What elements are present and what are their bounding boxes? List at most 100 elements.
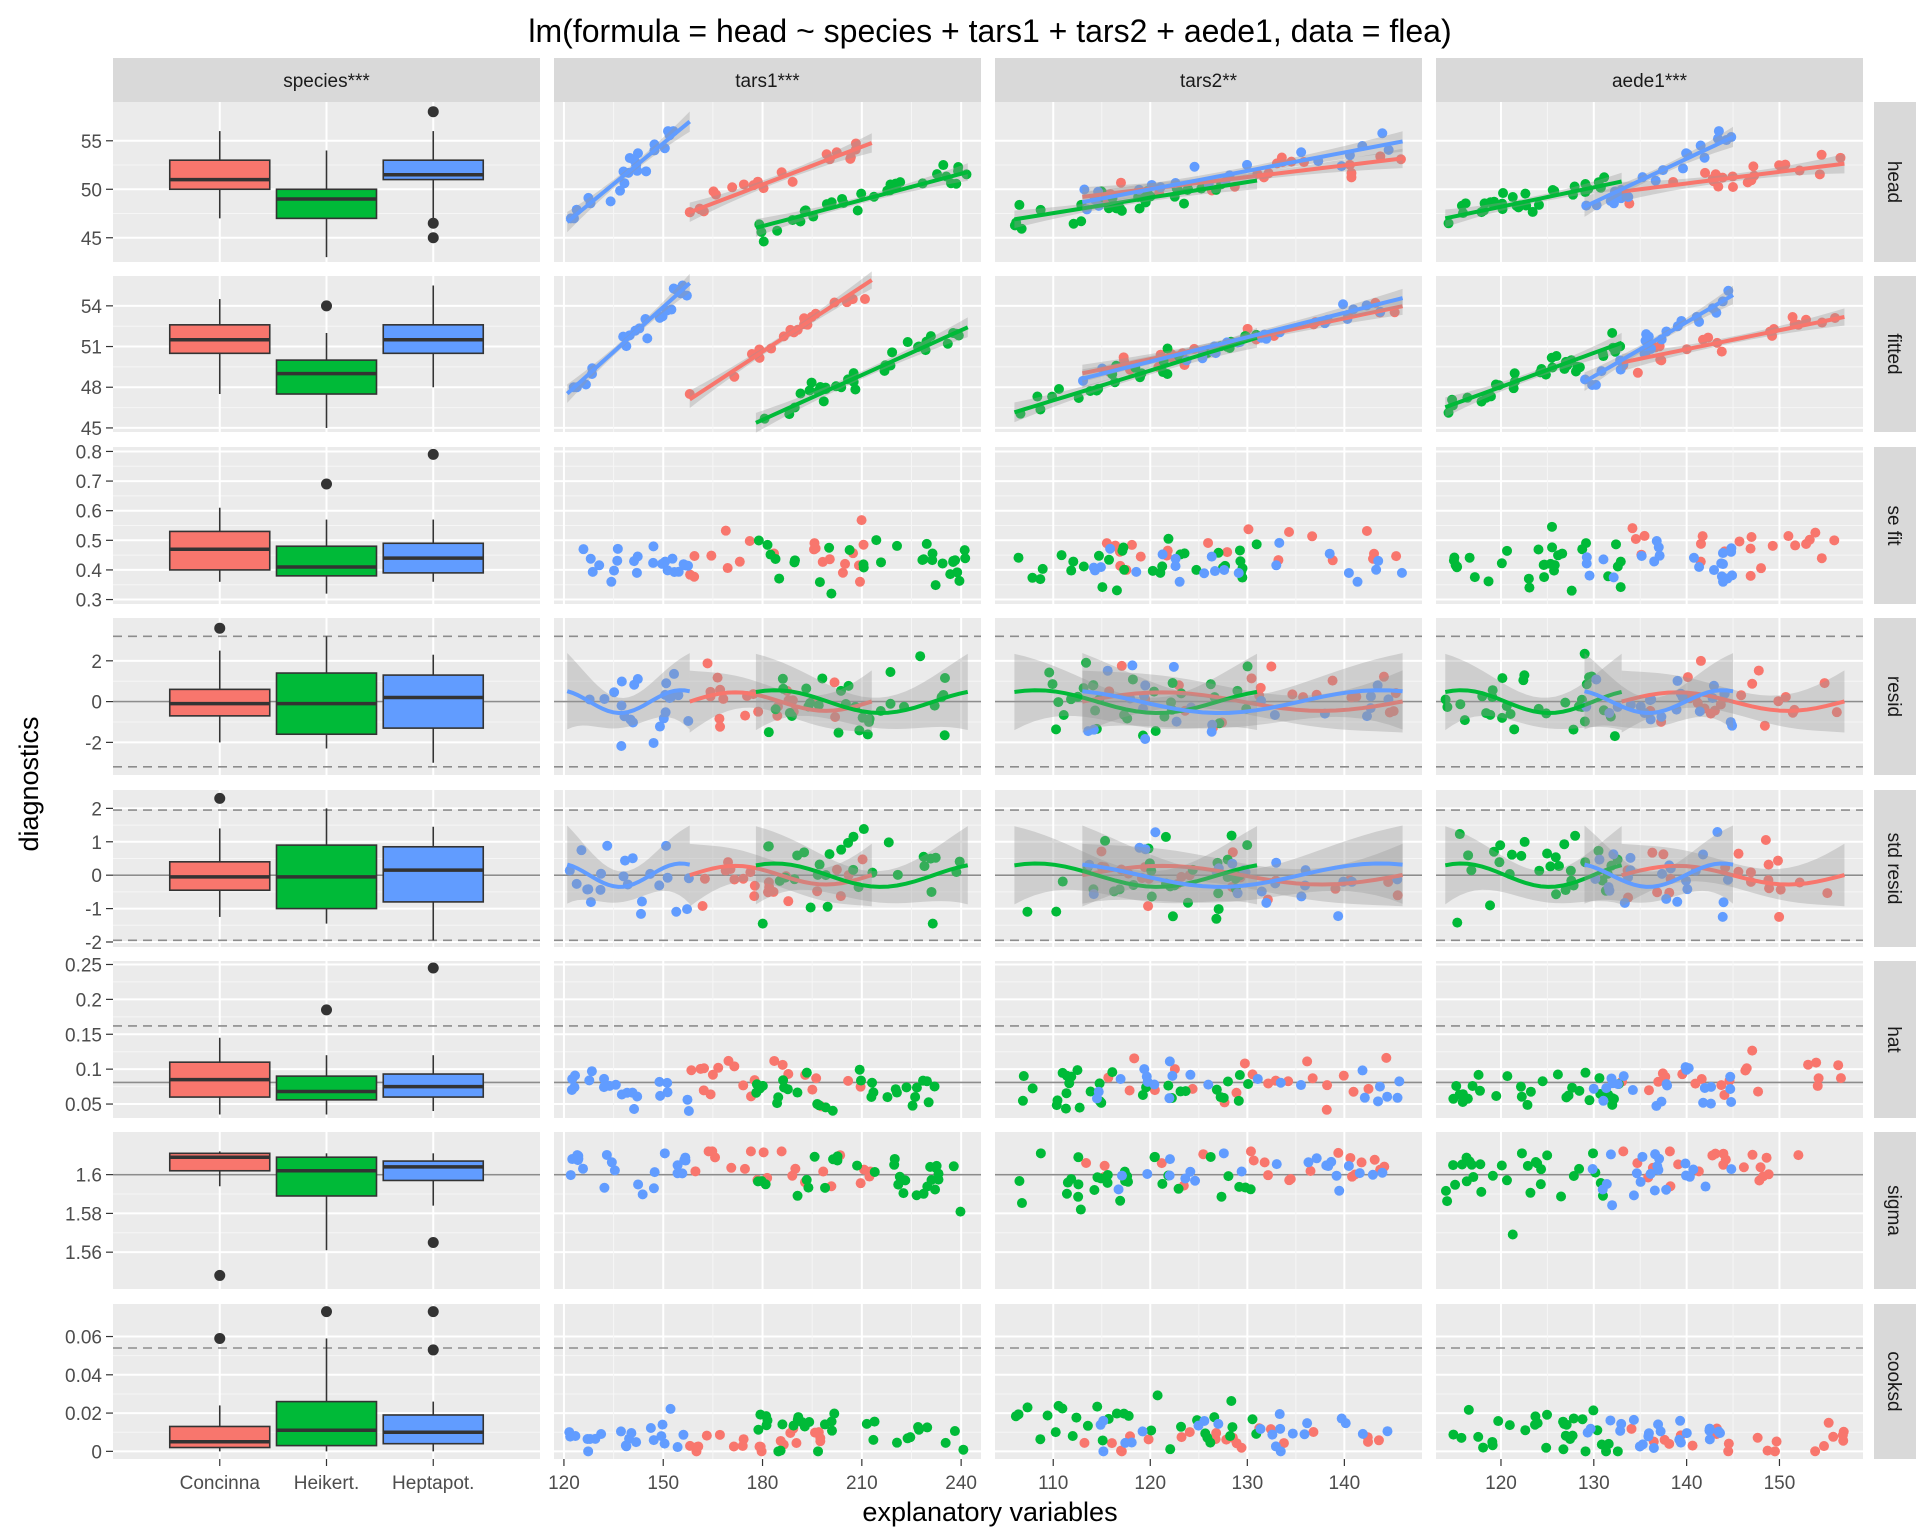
data-point: [1628, 1190, 1639, 1201]
data-point: [1091, 1093, 1102, 1104]
data-point: [615, 1426, 626, 1437]
data-point: [1271, 857, 1282, 868]
data-point: [689, 550, 700, 561]
data-point: [1608, 849, 1619, 860]
data-point: [1097, 1435, 1108, 1446]
y-tick-label: 0.7: [76, 472, 102, 493]
boxplot-outlier: [321, 300, 332, 312]
data-point: [927, 555, 938, 566]
data-point: [1748, 161, 1759, 172]
data-point: [954, 575, 965, 586]
data-point: [1081, 657, 1092, 668]
data-point: [1113, 1184, 1124, 1195]
data-point: [1497, 673, 1508, 684]
strip-tars1: [554, 58, 981, 102]
data-point: [1593, 845, 1604, 856]
boxplot-outlier: [427, 217, 439, 229]
x-tick-label: 150: [1764, 1473, 1796, 1494]
data-point: [1245, 1184, 1256, 1195]
strip-label: tars1***: [735, 71, 800, 92]
data-point: [1203, 1079, 1214, 1090]
data-point: [1699, 152, 1710, 163]
y-tick-label: -2: [85, 933, 102, 954]
panel-se-fit-species: [113, 447, 540, 604]
data-point: [1764, 883, 1775, 894]
data-point: [954, 856, 965, 867]
data-point: [869, 1416, 880, 1427]
data-point: [826, 1416, 837, 1427]
data-point: [795, 388, 806, 399]
data-point: [1652, 887, 1663, 898]
data-point: [797, 1417, 808, 1428]
data-point: [1616, 1418, 1627, 1429]
panel-head-tars1: [554, 102, 981, 262]
data-point: [1695, 655, 1706, 666]
panel-fitted-tars2: [995, 276, 1422, 432]
data-point: [1068, 218, 1079, 229]
data-point: [1017, 1095, 1028, 1106]
strip-std-resid: [1874, 790, 1916, 947]
data-point: [714, 713, 725, 724]
data-point: [1302, 1418, 1313, 1429]
data-point: [1539, 572, 1550, 583]
data-point: [1567, 1430, 1578, 1441]
data-point: [843, 680, 854, 691]
data-point: [620, 855, 631, 866]
x-tick-label: 120: [548, 1473, 580, 1494]
data-point: [1170, 553, 1181, 564]
data-point: [1226, 830, 1237, 841]
data-point: [1657, 868, 1668, 879]
data-point: [769, 1055, 780, 1066]
data-point: [1234, 1181, 1245, 1192]
data-point: [1361, 525, 1372, 536]
data-point: [1199, 1415, 1210, 1426]
smooth-line: [1082, 861, 1403, 889]
data-point: [1653, 1076, 1664, 1087]
data-point: [1372, 680, 1383, 691]
data-point: [1255, 1423, 1266, 1434]
data-point: [1174, 576, 1185, 587]
data-point: [787, 1170, 798, 1181]
data-point: [1725, 1084, 1736, 1095]
data-point: [599, 1073, 610, 1084]
data-point: [811, 1073, 822, 1084]
y-tick-label: 54: [81, 297, 103, 318]
data-point: [1073, 1152, 1084, 1163]
data-point: [1296, 147, 1307, 158]
data-point: [1072, 1065, 1083, 1076]
y-tick-label: -2: [85, 733, 102, 754]
smooth-ci-band: [1584, 825, 1734, 904]
data-point: [1296, 891, 1307, 902]
data-point: [1681, 1428, 1692, 1439]
y-tick-label: 0: [91, 693, 102, 714]
data-point: [1146, 891, 1157, 902]
data-point: [1712, 827, 1723, 838]
data-point: [1657, 1068, 1668, 1079]
data-point: [925, 853, 936, 864]
boxplot-box: [382, 1160, 485, 1182]
data-point: [1142, 1168, 1153, 1179]
data-point: [1542, 1409, 1553, 1420]
data-point: [1321, 1104, 1332, 1115]
data-point: [1695, 538, 1706, 549]
data-point: [1324, 548, 1335, 559]
x-tick-label: 110: [1038, 1473, 1068, 1494]
data-point: [817, 556, 828, 567]
data-point: [642, 333, 653, 344]
data-point: [1035, 204, 1046, 215]
smooth-line: [1621, 863, 1845, 887]
data-point: [1367, 1169, 1378, 1180]
data-point: [1473, 1431, 1484, 1442]
data-point: [784, 409, 795, 420]
boxplot-outlier: [321, 478, 332, 490]
boxplot-outlier: [427, 1344, 439, 1356]
data-point: [1580, 1446, 1591, 1457]
data-point: [895, 177, 906, 188]
data-point: [1271, 560, 1282, 571]
data-point: [824, 849, 835, 860]
y-tick-label: 45: [81, 419, 102, 440]
smooth-line: [1014, 178, 1258, 222]
data-point: [1759, 720, 1770, 731]
data-point: [804, 385, 815, 396]
data-point: [1699, 1082, 1710, 1093]
